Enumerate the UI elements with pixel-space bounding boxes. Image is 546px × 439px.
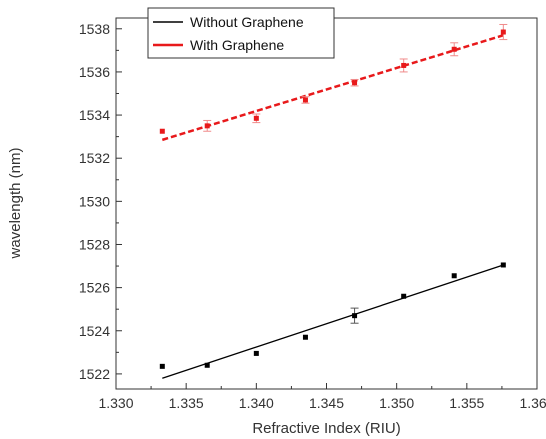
y-axis-title: wavelength (nm) (7, 148, 24, 260)
x-tick-label: 1.330 (98, 395, 133, 411)
y-tick-label: 1534 (79, 107, 110, 123)
plot-frame (115, 17, 538, 390)
x-axis-title: Refractive Index (RIU) (252, 420, 400, 437)
x-tick-label: 1.345 (309, 395, 344, 411)
x-tick-label: 1.340 (239, 395, 274, 411)
point-with-graphene (352, 80, 358, 86)
fit-line-without-graphene (162, 264, 504, 379)
point-without-graphene (352, 313, 358, 319)
y-tick-label: 1524 (79, 323, 110, 339)
legend-label-without-graphene: Without Graphene (190, 14, 304, 30)
y-tick-label: 1522 (79, 366, 110, 382)
legend-label-with-graphene: With Graphene (190, 37, 284, 53)
x-tick-label: 1.335 (169, 395, 204, 411)
point-with-graphene (451, 46, 457, 52)
y-tick-label: 1536 (79, 64, 110, 80)
point-with-graphene (500, 29, 506, 35)
y-tick-label: 1530 (79, 193, 110, 209)
point-without-graphene (451, 273, 457, 279)
x-tick-label: 1.350 (379, 395, 414, 411)
point-with-graphene (159, 128, 165, 134)
y-tick-label: 1528 (79, 236, 110, 252)
point-without-graphene (302, 334, 308, 340)
fit-line-with-graphene (161, 34, 504, 142)
y-tick-label: 1532 (79, 150, 110, 166)
legend-box (147, 7, 335, 59)
data-points (159, 29, 506, 369)
legend: Without Graphene With Graphene (147, 7, 335, 59)
point-without-graphene (401, 293, 407, 299)
point-with-graphene (253, 115, 259, 121)
point-without-graphene (500, 262, 506, 268)
x-tick-label: 1.355 (449, 395, 484, 411)
point-with-graphene (204, 123, 210, 129)
y-tick-label: 1538 (79, 21, 110, 37)
point-without-graphene (159, 363, 165, 369)
point-with-graphene (401, 62, 407, 68)
x-axis: 1.330 1.335 1.340 1.345 1.350 1.355 1.360 (98, 383, 546, 411)
y-tick-label: 1526 (79, 280, 110, 296)
point-without-graphene (253, 350, 259, 356)
y-axis: 1522 1524 1526 1528 1530 1532 1534 1536 1538 (79, 21, 122, 382)
point-with-graphene (302, 97, 308, 103)
x-tick-label: 1.360 (519, 395, 546, 411)
fit-lines (161, 34, 504, 379)
point-without-graphene (204, 362, 210, 368)
